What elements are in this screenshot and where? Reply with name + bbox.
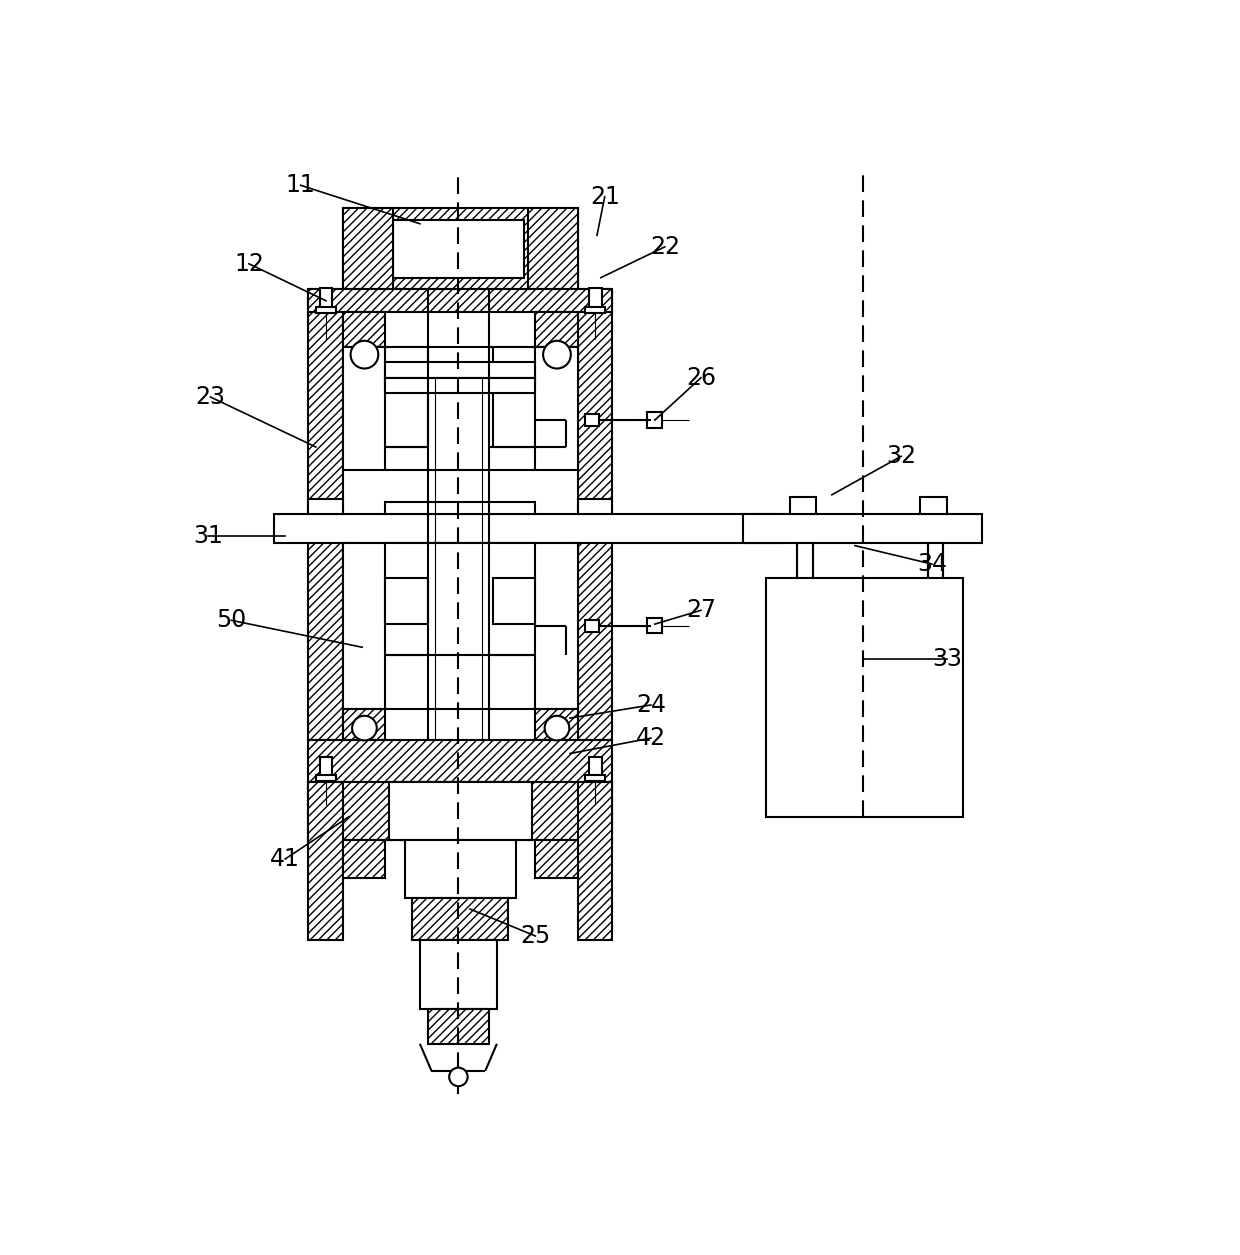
Bar bbox=[578, 498, 613, 515]
Bar bbox=[316, 307, 336, 312]
Circle shape bbox=[543, 341, 570, 369]
Bar bbox=[589, 757, 601, 778]
Bar bbox=[420, 940, 497, 1009]
Bar bbox=[393, 220, 523, 277]
Bar bbox=[343, 739, 386, 768]
Bar bbox=[585, 776, 605, 781]
Bar bbox=[386, 363, 536, 378]
Bar bbox=[647, 413, 662, 428]
Bar bbox=[536, 346, 578, 374]
Bar bbox=[309, 498, 343, 515]
Bar bbox=[494, 346, 536, 447]
Bar bbox=[343, 543, 578, 709]
Bar bbox=[309, 782, 343, 940]
Text: 32: 32 bbox=[887, 444, 916, 468]
Bar bbox=[386, 502, 536, 515]
Bar bbox=[386, 579, 428, 624]
Bar bbox=[343, 543, 355, 555]
Circle shape bbox=[449, 1068, 467, 1086]
Circle shape bbox=[544, 715, 569, 740]
Text: 27: 27 bbox=[686, 599, 715, 622]
Bar bbox=[567, 543, 578, 555]
Bar bbox=[578, 782, 613, 940]
Bar bbox=[589, 289, 601, 310]
Circle shape bbox=[351, 341, 378, 369]
Bar bbox=[343, 346, 386, 374]
Text: 24: 24 bbox=[636, 693, 666, 717]
Bar bbox=[343, 346, 578, 471]
Circle shape bbox=[352, 715, 377, 740]
Bar bbox=[309, 782, 613, 840]
Text: 22: 22 bbox=[650, 235, 680, 259]
Bar bbox=[585, 620, 599, 631]
Bar bbox=[647, 617, 662, 634]
Bar bbox=[386, 346, 428, 447]
Text: 34: 34 bbox=[916, 552, 947, 576]
Bar bbox=[585, 307, 605, 312]
Bar bbox=[309, 739, 613, 782]
Bar bbox=[766, 579, 962, 817]
Bar bbox=[316, 776, 336, 781]
Bar bbox=[320, 289, 332, 310]
Bar bbox=[404, 840, 516, 897]
Bar bbox=[536, 312, 578, 346]
Bar bbox=[528, 208, 578, 289]
Bar bbox=[320, 757, 332, 778]
Text: 33: 33 bbox=[932, 646, 962, 671]
Bar bbox=[585, 414, 599, 427]
Text: 26: 26 bbox=[686, 365, 715, 390]
Bar bbox=[790, 497, 816, 515]
Bar bbox=[309, 289, 343, 739]
Bar bbox=[386, 543, 536, 655]
Bar bbox=[309, 289, 613, 312]
Bar bbox=[274, 515, 781, 543]
Bar bbox=[536, 709, 578, 739]
Bar bbox=[494, 579, 536, 624]
Bar bbox=[536, 840, 578, 878]
Bar bbox=[389, 782, 532, 840]
Bar bbox=[343, 709, 386, 739]
Bar bbox=[797, 543, 812, 763]
Bar bbox=[928, 543, 944, 763]
Bar bbox=[386, 378, 536, 393]
Bar bbox=[343, 312, 386, 346]
Bar bbox=[343, 208, 578, 289]
Bar bbox=[343, 840, 386, 878]
Text: 50: 50 bbox=[216, 609, 247, 633]
Text: 41: 41 bbox=[270, 847, 300, 871]
Text: 12: 12 bbox=[234, 252, 264, 276]
Bar bbox=[920, 497, 947, 515]
Text: 21: 21 bbox=[590, 184, 620, 208]
Text: 11: 11 bbox=[285, 173, 315, 197]
Bar bbox=[412, 897, 508, 940]
Bar bbox=[536, 739, 578, 768]
Text: 23: 23 bbox=[196, 385, 226, 409]
Text: 42: 42 bbox=[636, 727, 666, 750]
Bar bbox=[578, 289, 613, 739]
Bar bbox=[743, 515, 982, 543]
Bar bbox=[343, 208, 393, 289]
Text: 25: 25 bbox=[521, 924, 551, 948]
Bar bbox=[428, 1009, 490, 1044]
Text: 31: 31 bbox=[193, 523, 223, 547]
